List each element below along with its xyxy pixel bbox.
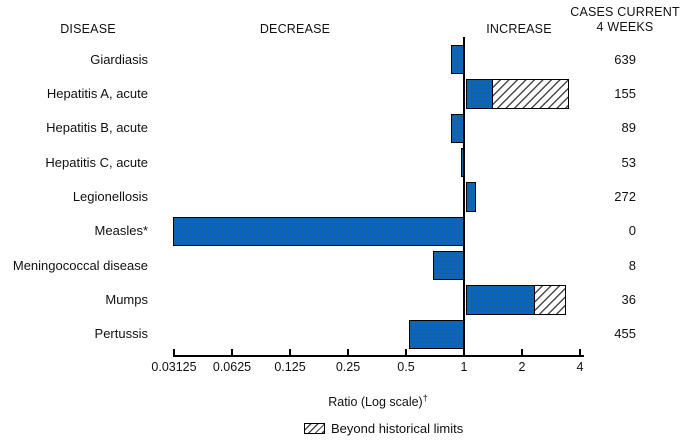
column-header-cases-line2: 4 WEEKS: [596, 20, 654, 34]
beyond-historical-limits-bar: [492, 79, 569, 109]
disease-label: Hepatitis C, acute: [45, 154, 148, 170]
disease-label: Pertussis: [94, 326, 148, 342]
ratio-bar: [450, 44, 465, 75]
legend: Beyond historical limits: [304, 421, 463, 436]
disease-label: Giardiasis: [90, 51, 148, 67]
cases-value: 89: [621, 120, 636, 136]
cases-value: 455: [614, 326, 636, 342]
ratio-bar: [432, 250, 465, 281]
x-axis-tick: [231, 349, 233, 355]
column-header-decrease: DECREASE: [259, 22, 331, 36]
x-axis-title: Ratio (Log scale)†: [278, 393, 478, 409]
cases-value: 155: [614, 85, 636, 101]
x-axis-tick: [579, 349, 581, 355]
cases-value: 0: [628, 223, 636, 239]
x-axis-tick-label: 4: [576, 360, 584, 374]
beyond-historical-limits-swatch: [304, 423, 325, 434]
cases-value: 639: [614, 51, 636, 67]
x-axis-tick: [405, 349, 407, 355]
legend-label: Beyond historical limits: [331, 421, 464, 436]
x-axis-tick: [521, 349, 523, 355]
ratio-bar: [409, 319, 465, 350]
x-axis-tick: [347, 349, 349, 355]
disease-label: Mumps: [105, 292, 148, 307]
x-axis-tick-label: 0.25: [335, 360, 361, 374]
x-axis-tick-label: 0.125: [274, 360, 306, 374]
column-header-cases: CASES CURRENT 4 WEEKS: [570, 5, 680, 35]
ratio-bar: [465, 182, 476, 212]
x-axis-tick-label: 2: [518, 360, 526, 374]
ratio-bar: [465, 79, 494, 109]
column-header-disease: DISEASE: [60, 22, 116, 36]
x-axis-tick-label: 0.03125: [151, 360, 197, 374]
cases-value: 8: [628, 257, 636, 273]
column-header-increase: INCREASE: [486, 22, 552, 36]
ratio-one-reference-line: [463, 37, 465, 356]
ratio-bar: [465, 285, 536, 315]
column-header-cases-line1: CASES CURRENT: [570, 5, 680, 19]
cases-value: 36: [621, 292, 636, 307]
disease-label: Measles*: [94, 223, 148, 239]
beyond-historical-limits-bar: [533, 285, 567, 315]
x-axis-tick-label: 1: [460, 360, 468, 374]
x-axis-title-dagger: †: [422, 393, 428, 403]
ratio-bar: [172, 216, 465, 247]
disease-label: Hepatitis B, acute: [46, 120, 148, 136]
x-axis-tick-label: 0.0625: [212, 360, 252, 374]
x-axis-tick-label: 0.5: [397, 360, 415, 374]
cases-value: 272: [614, 188, 636, 204]
disease-label: Meningococcal disease: [12, 257, 148, 273]
disease-label: Legionellosis: [72, 188, 148, 204]
x-axis-tick: [289, 349, 291, 355]
x-axis-title-text: Ratio (Log scale): [328, 395, 423, 410]
disease-label: Hepatitis A, acute: [46, 85, 148, 101]
x-axis-line: [173, 355, 584, 357]
cases-value: 53: [621, 154, 636, 170]
x-axis-tick: [173, 349, 175, 355]
